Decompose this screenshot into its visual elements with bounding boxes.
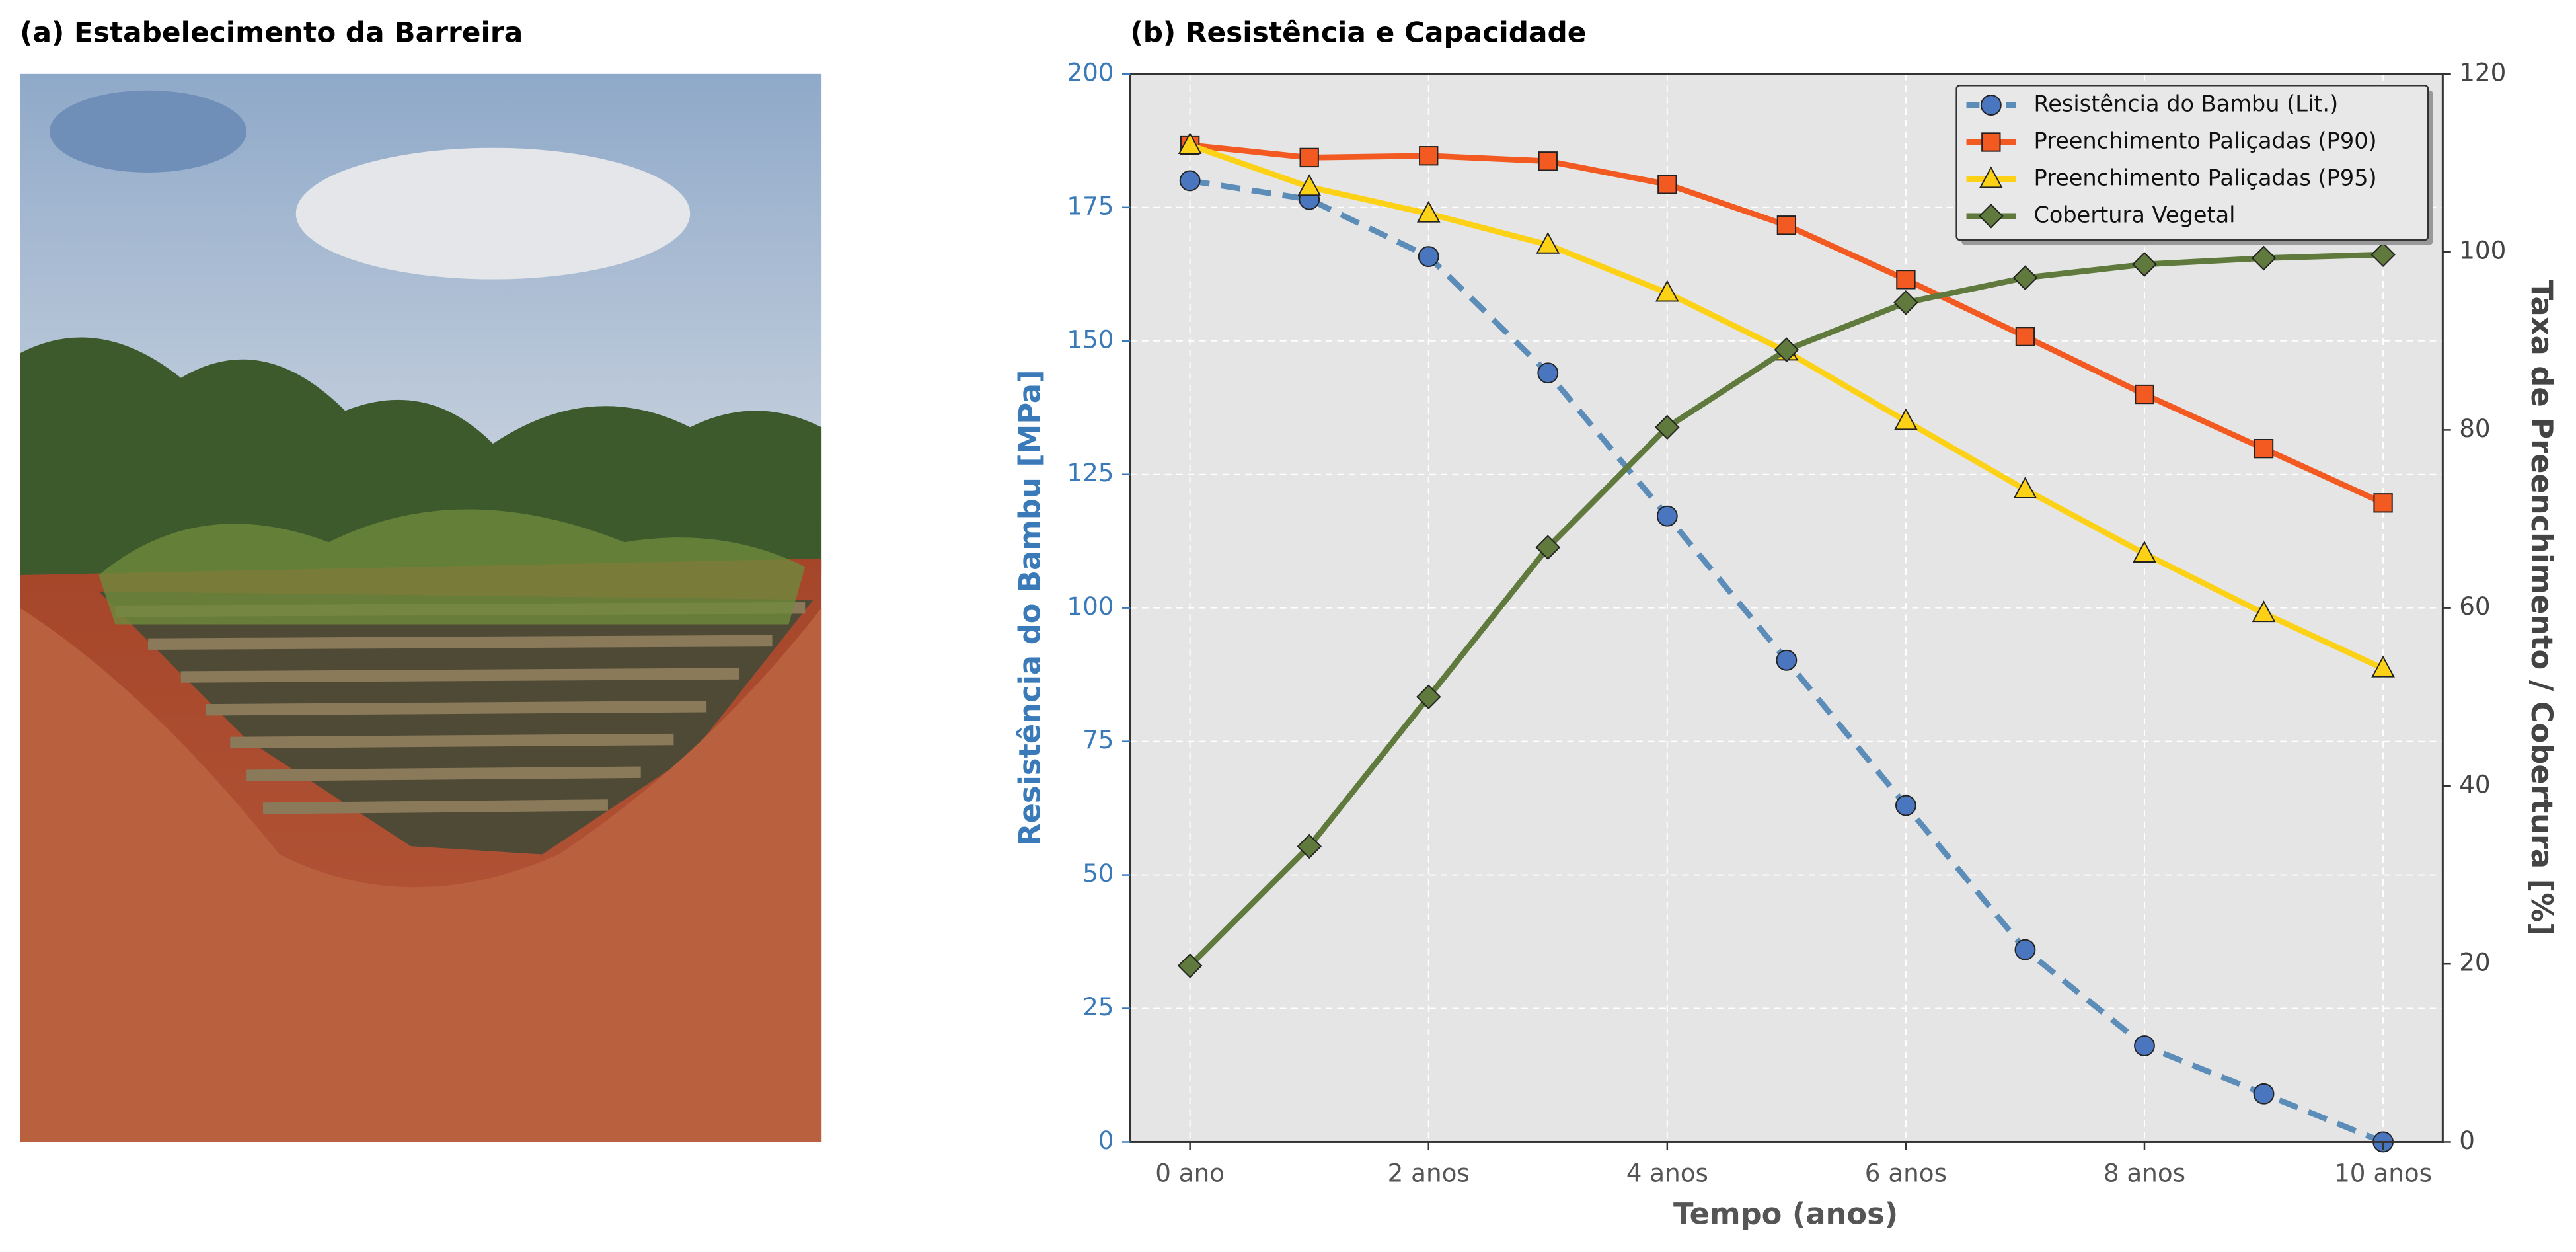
log (147, 635, 773, 650)
marker (2254, 438, 2274, 459)
log (180, 668, 739, 683)
sky-patch (49, 90, 247, 173)
legend-marker (1979, 166, 2003, 188)
marker (1656, 505, 1678, 527)
marker (2134, 1035, 2155, 1056)
y-tick-label: 25 (1082, 992, 1114, 1021)
legend-label: Preenchimento Paliçadas (P95) (2033, 165, 2376, 190)
y-tick-label: 200 (1067, 58, 1114, 87)
marker (1655, 414, 1680, 440)
marker (1536, 231, 1560, 254)
fence-shadow (98, 591, 814, 855)
x-tick-label: 4 anos (1626, 1159, 1708, 1188)
y-axis-label: Resistência do Bambu [MPa] (1012, 370, 1047, 845)
marker (1177, 953, 1203, 978)
marker (2133, 541, 2156, 563)
legend-marker (1979, 204, 2004, 229)
marker (1893, 290, 1918, 315)
x-tick-label: 10 anos (2334, 1159, 2432, 1188)
marker (2251, 245, 2277, 271)
bamboo-foliage (98, 509, 806, 625)
marker (1299, 147, 1319, 168)
y-tick-label: 50 (1082, 859, 1114, 888)
series-group (1177, 132, 2396, 1153)
marker (1418, 246, 1439, 268)
marker (1179, 170, 1201, 192)
marker (1297, 834, 1322, 859)
x-tick-label: 2 anos (1388, 1159, 1470, 1188)
marker (1535, 535, 1561, 560)
marker (1895, 795, 1916, 816)
y-tick-label: 175 (1067, 191, 1114, 220)
marker (1297, 174, 1322, 196)
marker (2253, 1083, 2275, 1105)
legend-label: Cobertura Vegetal (2033, 202, 2235, 227)
ticks: 0 ano 2 anos 4 anos 6 anos 8 anos 10 anos 0 25 5… (1067, 58, 2506, 1187)
marker (1178, 132, 1202, 154)
marker (2370, 242, 2396, 267)
marker (2135, 384, 2154, 405)
y-tick-label: 75 (1082, 725, 1114, 754)
marker (1655, 280, 1679, 302)
marker (2012, 265, 2038, 290)
y2-tick-label: 20 (2459, 948, 2490, 977)
x-tick-label: 0 ano (1155, 1159, 1225, 1188)
cloud (295, 147, 691, 280)
marker (1538, 151, 1558, 171)
legend-marker (1981, 132, 2001, 152)
marker (1416, 684, 1441, 710)
photo (20, 73, 822, 1142)
marker (1657, 175, 1677, 194)
log (246, 766, 641, 781)
legend-box (1955, 85, 2429, 241)
chart-title: (b) Resistência e Capacidade (1130, 17, 1586, 49)
legend-marker (1980, 95, 2002, 116)
y2-axis-label: Taxa de Preenchimento / Cobertura [%] (2524, 280, 2559, 936)
x-tick-label: 6 anos (1865, 1159, 1947, 1188)
y-tick-label: 125 (1067, 458, 1114, 487)
marker (2252, 600, 2276, 623)
marker (1896, 270, 1916, 290)
marker (2371, 655, 2395, 678)
marker (1774, 337, 1799, 363)
marker (1894, 408, 1918, 430)
photo-title: (a) Estabelecimento da Barreira (20, 17, 523, 49)
fence-logs (115, 602, 806, 814)
trees (20, 337, 822, 575)
y2-tick-label: 40 (2459, 769, 2490, 799)
marker (1419, 146, 1439, 166)
log (205, 701, 707, 716)
log (262, 799, 609, 814)
marker (1537, 362, 1559, 384)
y2-tick-label: 120 (2459, 58, 2506, 87)
y-tick-label: 100 (1067, 592, 1114, 621)
legend: Resistência do Bambu (Lit.) Preenchimento… (1955, 85, 2433, 245)
y2-tick-label: 60 (2459, 592, 2490, 621)
legend-label: Preenchimento Paliçadas (P90) (2033, 128, 2376, 154)
marker (1416, 200, 1441, 223)
y2-tick-label: 100 (2459, 236, 2506, 265)
y-tick-label: 150 (1067, 325, 1114, 354)
marker (2132, 252, 2157, 277)
log (230, 733, 674, 749)
marker (1776, 649, 1798, 671)
marker (1776, 215, 1797, 235)
marker (2013, 477, 2037, 499)
marker (2015, 327, 2035, 346)
x-tick-label: 8 anos (2103, 1159, 2185, 1188)
ground (20, 607, 822, 1142)
y-tick-label: 0 (1098, 1126, 1114, 1155)
marker (2373, 493, 2393, 513)
legend-label: Resistência do Bambu (Lit.) (2033, 91, 2338, 117)
y2-tick-label: 0 (2459, 1126, 2475, 1155)
marker (2014, 939, 2036, 960)
x-axis-label: Tempo (anos) (1673, 1196, 1898, 1231)
y2-tick-label: 80 (2459, 414, 2490, 443)
